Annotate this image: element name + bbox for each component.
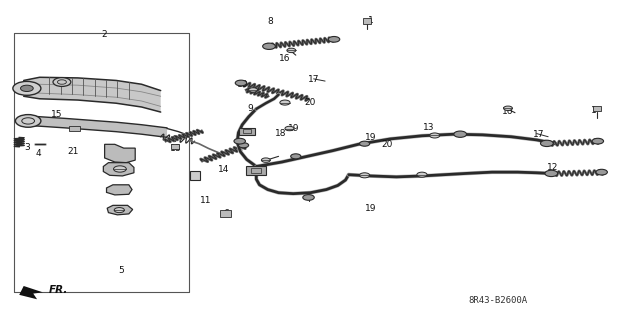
Text: 7: 7 <box>195 172 200 182</box>
Text: 1: 1 <box>368 16 374 25</box>
Polygon shape <box>19 286 43 299</box>
Polygon shape <box>24 77 161 112</box>
Circle shape <box>262 43 275 49</box>
Text: 9: 9 <box>247 104 253 113</box>
Text: FR.: FR. <box>49 285 68 295</box>
Bar <box>171 144 179 149</box>
Bar <box>239 128 255 135</box>
Text: 1: 1 <box>591 106 597 115</box>
Polygon shape <box>107 205 132 215</box>
Circle shape <box>248 88 257 92</box>
Ellipse shape <box>53 78 71 86</box>
Text: 11: 11 <box>200 196 211 205</box>
Circle shape <box>596 169 607 175</box>
Text: 10: 10 <box>257 166 268 175</box>
Text: 19: 19 <box>365 133 377 143</box>
Circle shape <box>114 208 124 213</box>
Text: 19: 19 <box>288 124 300 133</box>
Text: 5: 5 <box>118 266 124 275</box>
Circle shape <box>328 36 340 42</box>
Circle shape <box>360 141 370 146</box>
Bar <box>220 211 232 217</box>
Circle shape <box>239 143 248 148</box>
Text: 17: 17 <box>533 130 544 139</box>
Circle shape <box>504 106 513 110</box>
Bar <box>243 129 252 133</box>
Text: 16: 16 <box>502 107 514 116</box>
Circle shape <box>429 133 440 138</box>
Bar <box>69 126 81 131</box>
Text: 12: 12 <box>547 163 558 172</box>
Text: 2: 2 <box>102 30 108 39</box>
Circle shape <box>545 170 557 177</box>
Text: 18: 18 <box>275 129 286 138</box>
Polygon shape <box>103 163 134 176</box>
Text: 21: 21 <box>68 147 79 156</box>
Text: 17: 17 <box>308 75 319 84</box>
Circle shape <box>13 81 41 95</box>
Bar <box>251 168 261 173</box>
Text: 16: 16 <box>278 54 290 63</box>
Bar <box>364 19 371 24</box>
Circle shape <box>113 166 126 172</box>
Circle shape <box>291 154 301 159</box>
Bar <box>593 106 601 111</box>
Bar <box>190 171 200 180</box>
Text: 6: 6 <box>223 209 229 218</box>
Text: 19: 19 <box>365 204 376 213</box>
Circle shape <box>234 138 246 144</box>
Text: 3: 3 <box>24 143 29 152</box>
Text: 8R43-B2600A: 8R43-B2600A <box>469 296 528 305</box>
Circle shape <box>15 115 41 127</box>
Circle shape <box>360 173 370 178</box>
Circle shape <box>280 100 290 105</box>
Circle shape <box>592 138 604 144</box>
Circle shape <box>287 48 296 53</box>
Text: 15: 15 <box>51 110 63 119</box>
Circle shape <box>417 172 427 177</box>
Circle shape <box>285 126 294 131</box>
Bar <box>246 166 266 175</box>
Text: 4: 4 <box>36 149 41 158</box>
Polygon shape <box>104 144 135 163</box>
Text: 20: 20 <box>305 98 316 107</box>
Circle shape <box>236 80 246 86</box>
Text: 13: 13 <box>422 123 434 132</box>
Circle shape <box>20 85 33 92</box>
Circle shape <box>540 140 553 146</box>
Circle shape <box>454 131 467 137</box>
Text: 19: 19 <box>237 80 248 89</box>
Polygon shape <box>106 185 132 195</box>
Circle shape <box>261 158 270 162</box>
Text: 8: 8 <box>268 18 273 26</box>
Text: 18: 18 <box>170 144 182 153</box>
Text: 14: 14 <box>218 165 229 174</box>
Polygon shape <box>27 116 167 137</box>
Text: 20: 20 <box>382 140 393 149</box>
Circle shape <box>303 195 314 200</box>
